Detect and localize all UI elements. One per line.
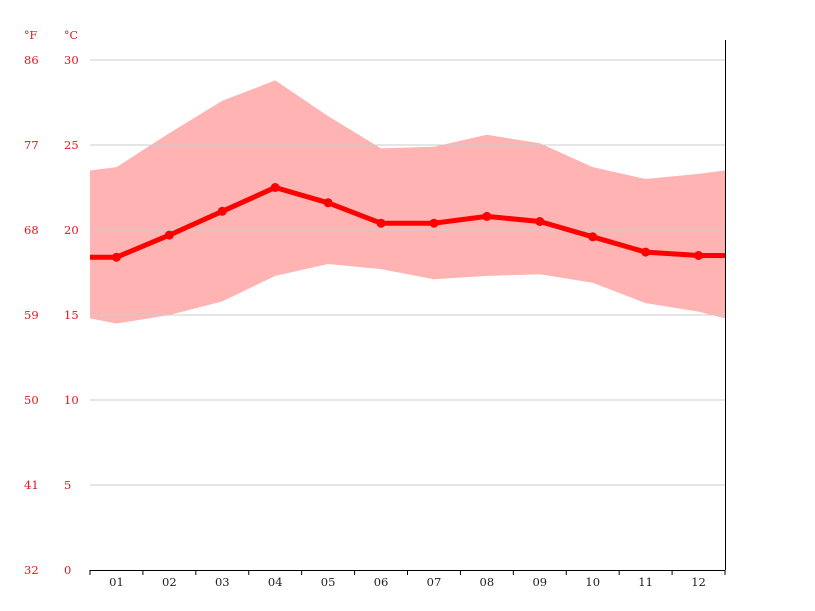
x-tick-label: 01 xyxy=(109,575,124,589)
x-tick-label: 05 xyxy=(321,575,336,589)
x-tick-label: 04 xyxy=(268,575,283,589)
gridlines xyxy=(90,59,725,486)
temperature-range-layer xyxy=(90,80,725,324)
y-tick-fahrenheit: 50 xyxy=(24,393,39,407)
data-point xyxy=(164,230,174,240)
unit-fahrenheit-label: °F xyxy=(24,29,38,42)
y-tick-fahrenheit: 41 xyxy=(24,478,39,492)
y-tick-fahrenheit: 68 xyxy=(24,223,39,237)
y-tick-fahrenheit: 32 xyxy=(24,563,39,577)
y-tick-fahrenheit: 86 xyxy=(24,53,39,67)
x-tick-label: 06 xyxy=(374,575,389,589)
x-tick-label: 08 xyxy=(480,575,495,589)
mean-temperature-layer xyxy=(90,183,725,262)
x-tick-label: 12 xyxy=(691,575,706,589)
data-point xyxy=(429,218,439,228)
data-point xyxy=(323,198,333,208)
unit-celsius-label: °C xyxy=(64,29,78,42)
data-point xyxy=(270,183,280,192)
x-tick-label: 03 xyxy=(215,575,230,589)
y-tick-fahrenheit: 77 xyxy=(24,138,39,152)
temperature-range-band xyxy=(90,80,725,324)
y-tick-celsius: 15 xyxy=(64,308,79,322)
data-point xyxy=(588,232,598,242)
data-point xyxy=(217,206,227,216)
y-tick-celsius: 20 xyxy=(64,223,79,237)
axes xyxy=(89,40,726,575)
data-point xyxy=(482,211,492,221)
x-tick-label: 11 xyxy=(638,575,653,589)
y-tick-celsius: 5 xyxy=(64,478,71,492)
data-point xyxy=(535,217,545,226)
data-point xyxy=(694,251,704,260)
y-tick-celsius: 25 xyxy=(64,138,79,152)
data-point xyxy=(111,252,121,262)
x-tick-label: 10 xyxy=(585,575,600,589)
data-point xyxy=(641,247,651,257)
axis-labels: °F °C 0 32 5 41 10 50 15 59 20 68 25 77 30 86 01 02 03 04… xyxy=(24,29,706,589)
y-tick-celsius: 10 xyxy=(64,393,79,407)
y-tick-celsius: 0 xyxy=(64,563,71,577)
data-point xyxy=(376,218,386,228)
x-tick-label: 07 xyxy=(427,575,442,589)
x-tick-label: 02 xyxy=(162,575,177,589)
x-tick-label: 09 xyxy=(532,575,547,589)
y-tick-fahrenheit: 59 xyxy=(24,308,39,322)
y-tick-celsius: 30 xyxy=(64,53,79,67)
mean-temperature-line xyxy=(90,185,725,260)
